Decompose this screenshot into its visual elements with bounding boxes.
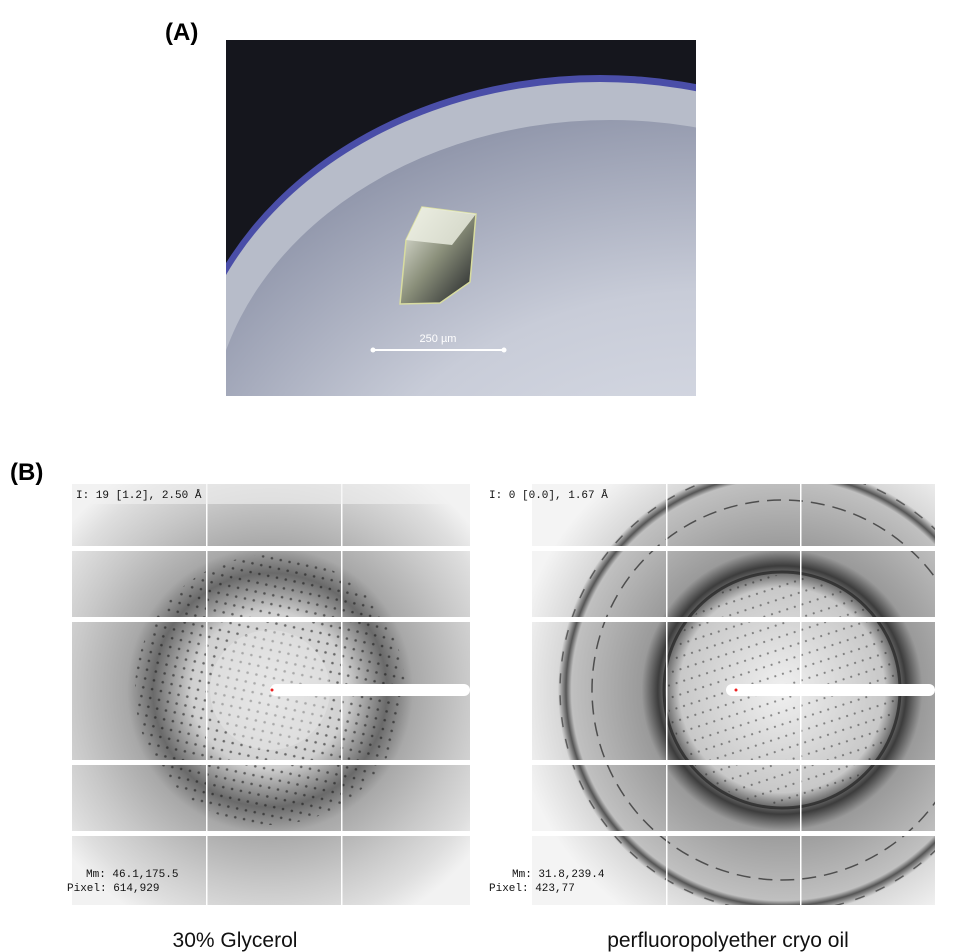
shape [532, 831, 935, 836]
scale-bar-end [502, 348, 507, 353]
scale-bar-label: 250 µm [420, 333, 457, 345]
figure: (A) 250 µm (B) I: 19 [1.2], 2.50 Å Mm: 4… [0, 0, 969, 952]
margin [487, 484, 532, 905]
shape [532, 617, 935, 622]
beam-center [735, 689, 738, 692]
beamstop [270, 684, 470, 696]
beamstop [726, 684, 935, 696]
shape [72, 617, 470, 622]
shape [666, 484, 668, 905]
image-header: I: 19 [1.2], 2.50 Å [76, 489, 202, 502]
body: (A) 250 µm (B) I: 19 [1.2], 2.50 Å Mm: 4… [0, 0, 969, 952]
image-pixel: Pixel: 614,929 [67, 883, 159, 895]
image-mm: Mm: 46.1,175.5 [86, 869, 178, 881]
caption: 30% Glycerol [173, 929, 298, 952]
panel-label: (A) [165, 19, 198, 46]
diffraction-image [72, 484, 470, 905]
caption: perfluoropolyether cryo oil [607, 929, 849, 952]
shape [532, 546, 935, 551]
image-header: I: 0 [0.0], 1.67 Å [489, 489, 608, 502]
image-mm: Mm: 31.8,239.4 [512, 869, 605, 881]
shape [72, 546, 470, 551]
scale-bar-end [371, 348, 376, 353]
shape [532, 760, 935, 765]
beam-center [271, 689, 274, 692]
shape [72, 831, 470, 836]
diffraction-image [532, 468, 969, 912]
image-pixel: Pixel: 423,77 [489, 883, 575, 895]
shape [206, 484, 208, 905]
page: Crystal and diffraction figure {"panel_a… [0, 0, 969, 952]
panel-label: (B) [10, 459, 43, 486]
shape [72, 760, 470, 765]
